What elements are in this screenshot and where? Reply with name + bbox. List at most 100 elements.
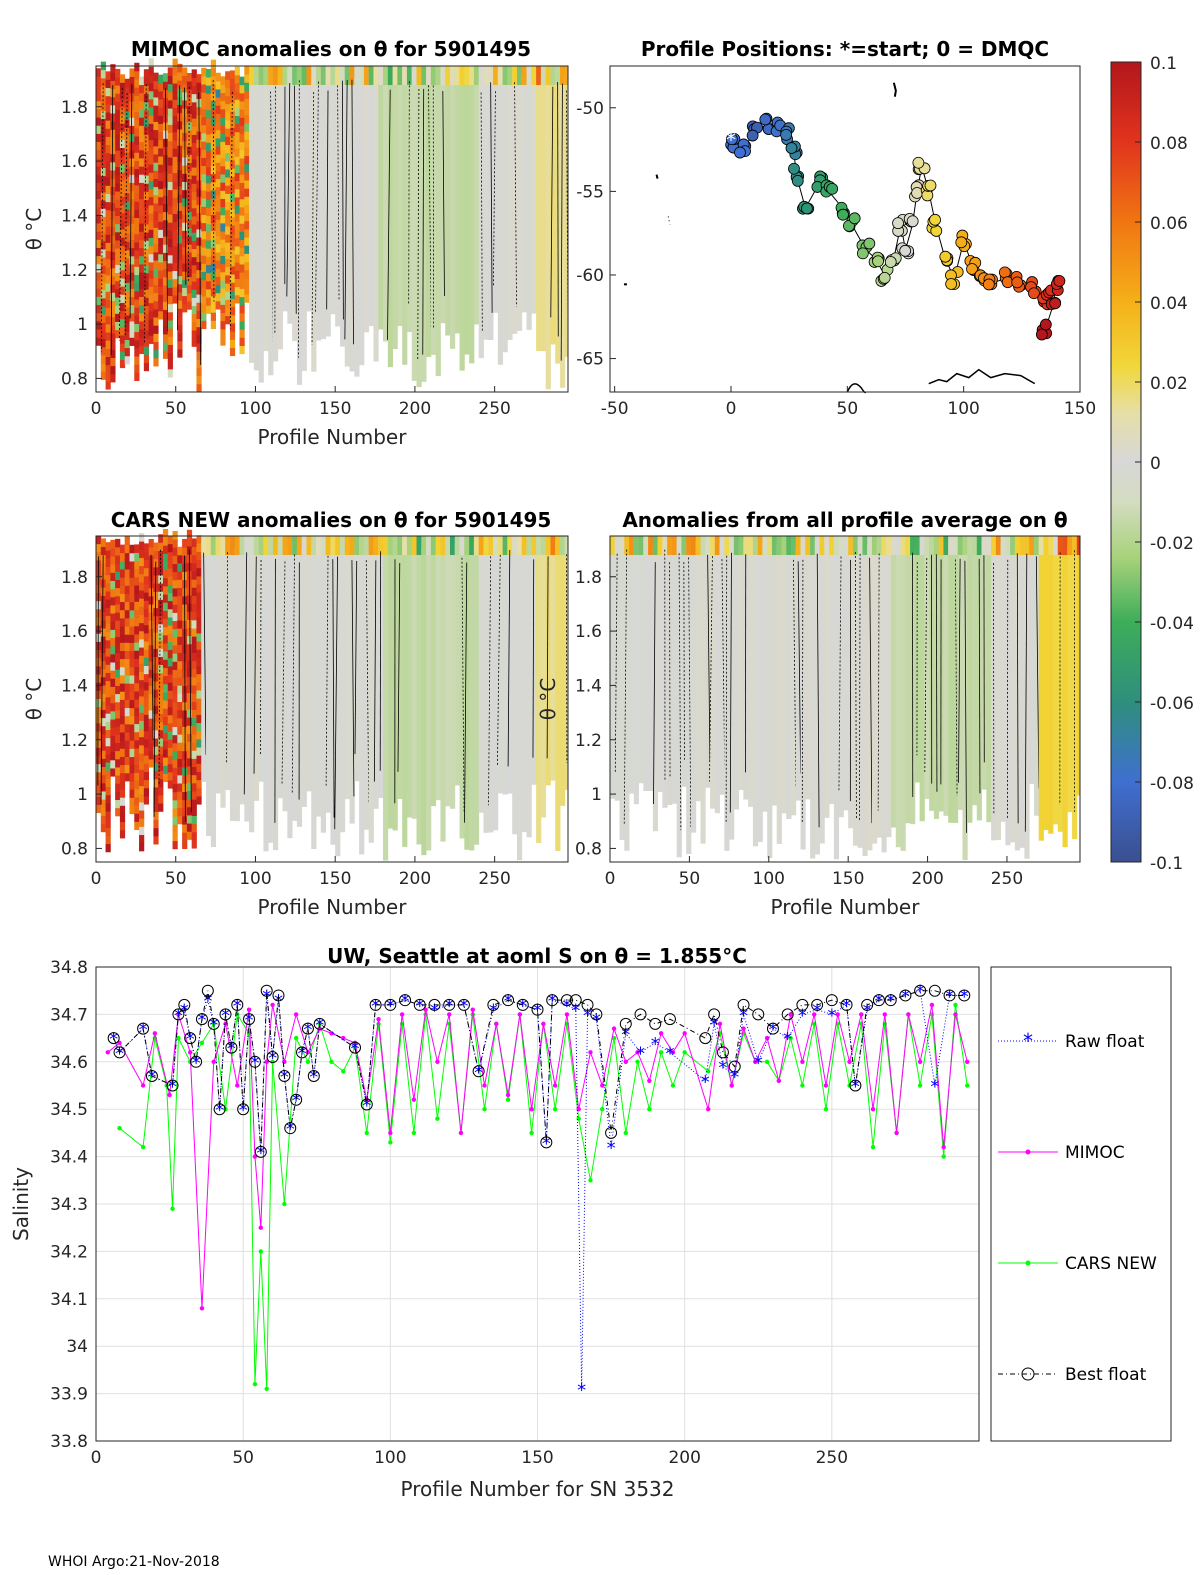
heat-cell: [201, 92, 207, 101]
heat-top-cell: [986, 536, 992, 556]
heat-cell: [134, 136, 140, 145]
heat-cell: [134, 315, 140, 324]
data-point: *: [583, 1005, 592, 1026]
heat-column: [619, 544, 625, 841]
heat-cell: [220, 157, 226, 167]
heat-cell: [210, 238, 216, 248]
heat-cell: [100, 799, 106, 808]
heat-cell: [196, 375, 202, 385]
heat-cell: [96, 109, 102, 118]
heat-top-cell: [540, 536, 547, 556]
profile-position-marker: [856, 247, 869, 260]
data-point: [435, 1059, 440, 1065]
heat-cell: [186, 741, 193, 751]
heat-cell: [244, 229, 250, 238]
heat-top-cell: [526, 66, 532, 86]
heat-top-cell: [206, 536, 212, 556]
data-point: *: [945, 986, 954, 1007]
heat-cell: [210, 304, 216, 313]
heat-top-cell: [743, 536, 749, 556]
heat-top-cell: [671, 536, 678, 556]
heat-cell: [105, 542, 111, 551]
heat-cell: [225, 234, 231, 243]
heat-cell: [143, 575, 150, 585]
heat-cell: [196, 624, 202, 634]
heat-cell: [119, 131, 126, 140]
heat-cell: [167, 328, 173, 337]
colorbar-tick-label: 0.02: [1150, 374, 1188, 394]
heat-cell: [167, 690, 173, 699]
heat-top-cell: [478, 66, 484, 86]
contour-line: [877, 553, 880, 811]
data-point: [899, 989, 912, 1002]
data-point: [428, 998, 441, 1011]
heat-column: [316, 542, 322, 817]
heat-cell: [191, 281, 197, 290]
heat-cell: [124, 634, 130, 643]
heat-cell: [177, 579, 183, 588]
heat-cell: [105, 160, 111, 170]
heat-cell: [148, 286, 154, 296]
heat-column: [729, 539, 735, 840]
data-point: [906, 1012, 911, 1017]
heat-column: [263, 537, 269, 852]
heat-cell: [124, 331, 130, 340]
data-point: *: [665, 1043, 674, 1064]
heat-cell: [234, 278, 240, 288]
heat-top-cell: [652, 536, 659, 556]
heat-cell: [148, 253, 154, 263]
heat-top-cell: [800, 536, 806, 556]
heat-cell: [167, 780, 173, 789]
heat-cell: [105, 209, 111, 219]
data-point: *: [562, 996, 571, 1017]
heat-cell: [191, 571, 197, 580]
contour-line: [1035, 556, 1040, 789]
heat-top-cell: [392, 536, 398, 556]
heat-cell: [129, 797, 135, 806]
heat-column: [469, 543, 475, 851]
heat-cell: [134, 348, 140, 357]
data-point: [529, 1107, 534, 1112]
profile-position-marker: [734, 146, 746, 159]
data-point: [552, 1083, 558, 1088]
heat-cell: [139, 190, 145, 200]
heat-cell: [100, 660, 106, 670]
heat-cell: [229, 290, 236, 300]
heat-cell: [206, 191, 212, 200]
heat-cell: [244, 286, 250, 295]
heat-cell: [153, 325, 159, 334]
heat-cell: [143, 281, 150, 290]
heat-cell: [158, 778, 164, 788]
heat-cell: [153, 341, 159, 351]
profile-position-marker: [759, 113, 772, 126]
heat-column: [478, 541, 484, 813]
heat-cell: [182, 791, 188, 801]
y-tick-label: 1.2: [61, 731, 88, 751]
x-tick-label: 150: [319, 869, 351, 889]
heat-column: [833, 540, 840, 860]
heat-cell: [148, 759, 154, 768]
heat-top-cell: [900, 536, 906, 556]
heat-cell: [239, 312, 245, 322]
heat-cell: [115, 669, 121, 678]
heat-cell: [100, 281, 106, 291]
heat-cell: [172, 205, 178, 214]
data-point: [270, 1002, 275, 1008]
heat-cell: [162, 73, 169, 82]
heat-cell: [115, 166, 121, 176]
heat-top-cell: [560, 536, 566, 556]
heat-cell: [124, 241, 130, 251]
contour-line: [614, 553, 618, 774]
heat-cell: [177, 186, 183, 195]
heat-top-cell: [705, 536, 711, 556]
heat-cell: [110, 284, 116, 293]
heat-cell: [167, 584, 173, 594]
heat-column: [421, 75, 427, 382]
contour-line: [838, 556, 842, 791]
heat-cell: [143, 199, 150, 209]
heat-cell: [110, 743, 116, 753]
data-point: [849, 1079, 862, 1092]
heat-cell: [234, 270, 240, 279]
heat-cell: [162, 244, 169, 253]
heat-cell: [201, 279, 207, 289]
